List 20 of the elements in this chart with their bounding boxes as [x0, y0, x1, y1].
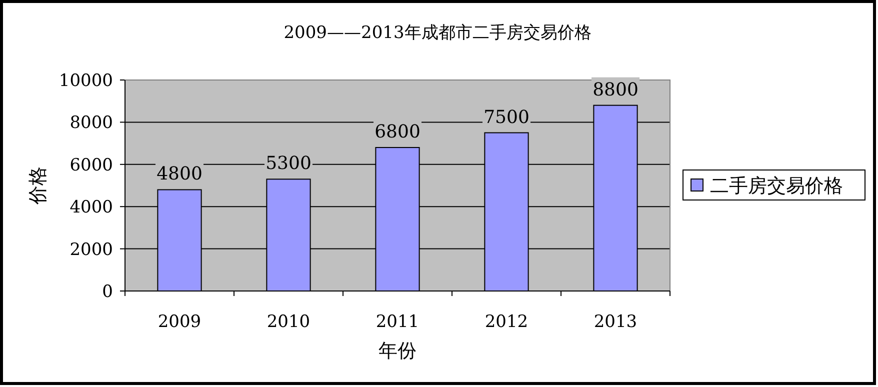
- y-tick-label: 4000: [70, 198, 113, 218]
- legend-label: 二手房交易价格: [710, 175, 843, 197]
- data-label: 4800: [156, 164, 202, 185]
- y-axis-title: 价格: [27, 166, 49, 206]
- x-tick-label: 2012: [484, 312, 528, 332]
- x-tick-label: 2009: [158, 312, 202, 332]
- data-label: 8800: [592, 79, 638, 100]
- x-tick-label: 2010: [266, 312, 310, 332]
- data-label: 7500: [484, 106, 530, 128]
- x-axis-title: 年份: [378, 340, 416, 362]
- data-label: 6800: [374, 122, 420, 143]
- y-tick-label: 0: [102, 282, 113, 302]
- chart-title: 2009——2013年成都市二手房交易价格: [284, 23, 592, 43]
- x-tick-label: 2013: [594, 312, 638, 332]
- x-tick-label: 2011: [376, 312, 420, 332]
- y-tick-label: 2000: [70, 240, 113, 260]
- data-label: 5300: [266, 153, 312, 174]
- y-tick-label: 6000: [70, 155, 113, 176]
- y-tick-label: 10000: [58, 71, 113, 91]
- y-tick-label: 8000: [70, 113, 113, 134]
